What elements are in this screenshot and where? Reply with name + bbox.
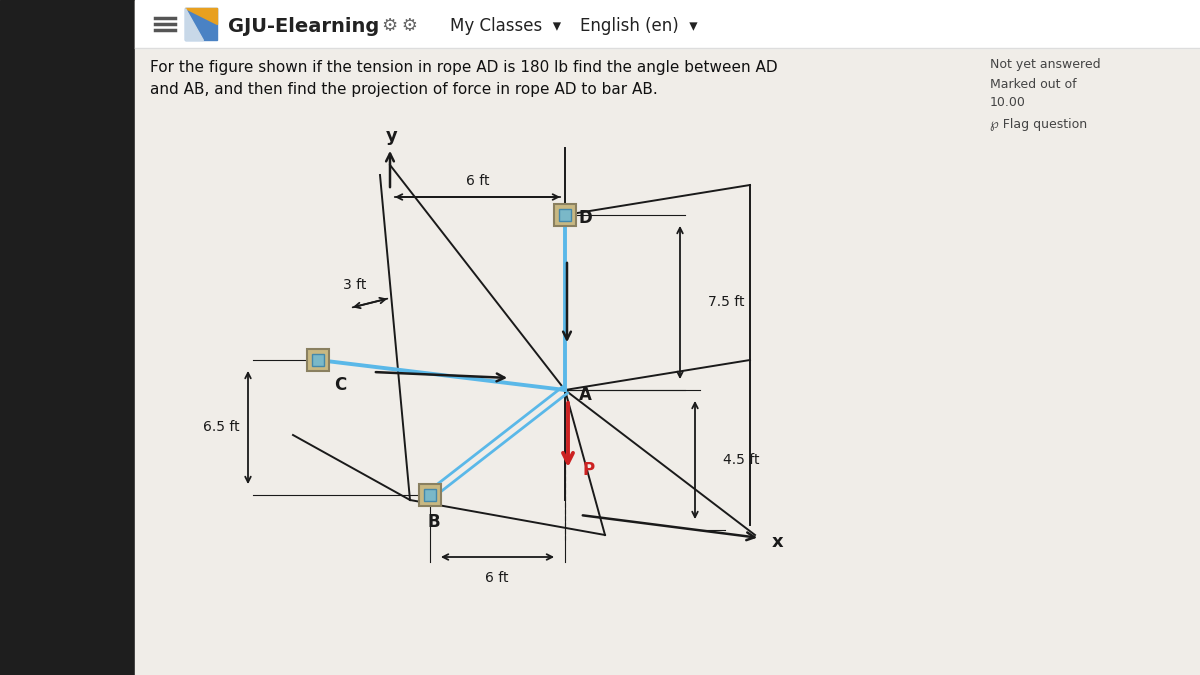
FancyBboxPatch shape [307,349,329,371]
FancyBboxPatch shape [419,484,442,506]
Bar [0,0,134,675]
Text: B: B [427,513,440,531]
Text: 7.5 ft: 7.5 ft [708,295,744,309]
FancyBboxPatch shape [559,209,571,221]
Text: A: A [580,386,592,404]
FancyBboxPatch shape [312,354,324,366]
Text: P: P [583,461,595,479]
Text: 10.00: 10.00 [990,96,1026,109]
Text: 6 ft: 6 ft [467,174,490,188]
Polygon shape [185,8,203,40]
Text: ℘ Flag question: ℘ Flag question [990,118,1087,131]
Bar [134,0,1200,48]
Text: and AB, and then find the projection of force in rope AD to bar AB.: and AB, and then find the projection of … [150,82,658,97]
Text: 3 ft: 3 ft [343,278,367,292]
FancyBboxPatch shape [554,204,576,226]
Polygon shape [185,8,217,24]
Text: Not yet answered: Not yet answered [990,58,1100,71]
FancyBboxPatch shape [425,489,436,501]
Text: C: C [334,376,347,394]
Text: Marked out of: Marked out of [990,78,1076,91]
Bar [185,8,217,40]
Text: ⚙ ⚙: ⚙ ⚙ [382,17,418,35]
Text: 6 ft: 6 ft [485,571,509,585]
Text: My Classes  ▾: My Classes ▾ [450,17,562,35]
Text: x: x [772,533,784,551]
Text: 6.5 ft: 6.5 ft [203,420,240,434]
Bar [134,0,1200,675]
Text: 4.5 ft: 4.5 ft [722,453,760,467]
Text: For the figure shown if the tension in rope AD is 180 lb find the angle between : For the figure shown if the tension in r… [150,60,778,75]
Text: D: D [580,209,593,227]
Text: GJU-Elearning: GJU-Elearning [228,16,379,36]
Text: English (en)  ▾: English (en) ▾ [580,17,697,35]
Text: y: y [386,127,398,145]
